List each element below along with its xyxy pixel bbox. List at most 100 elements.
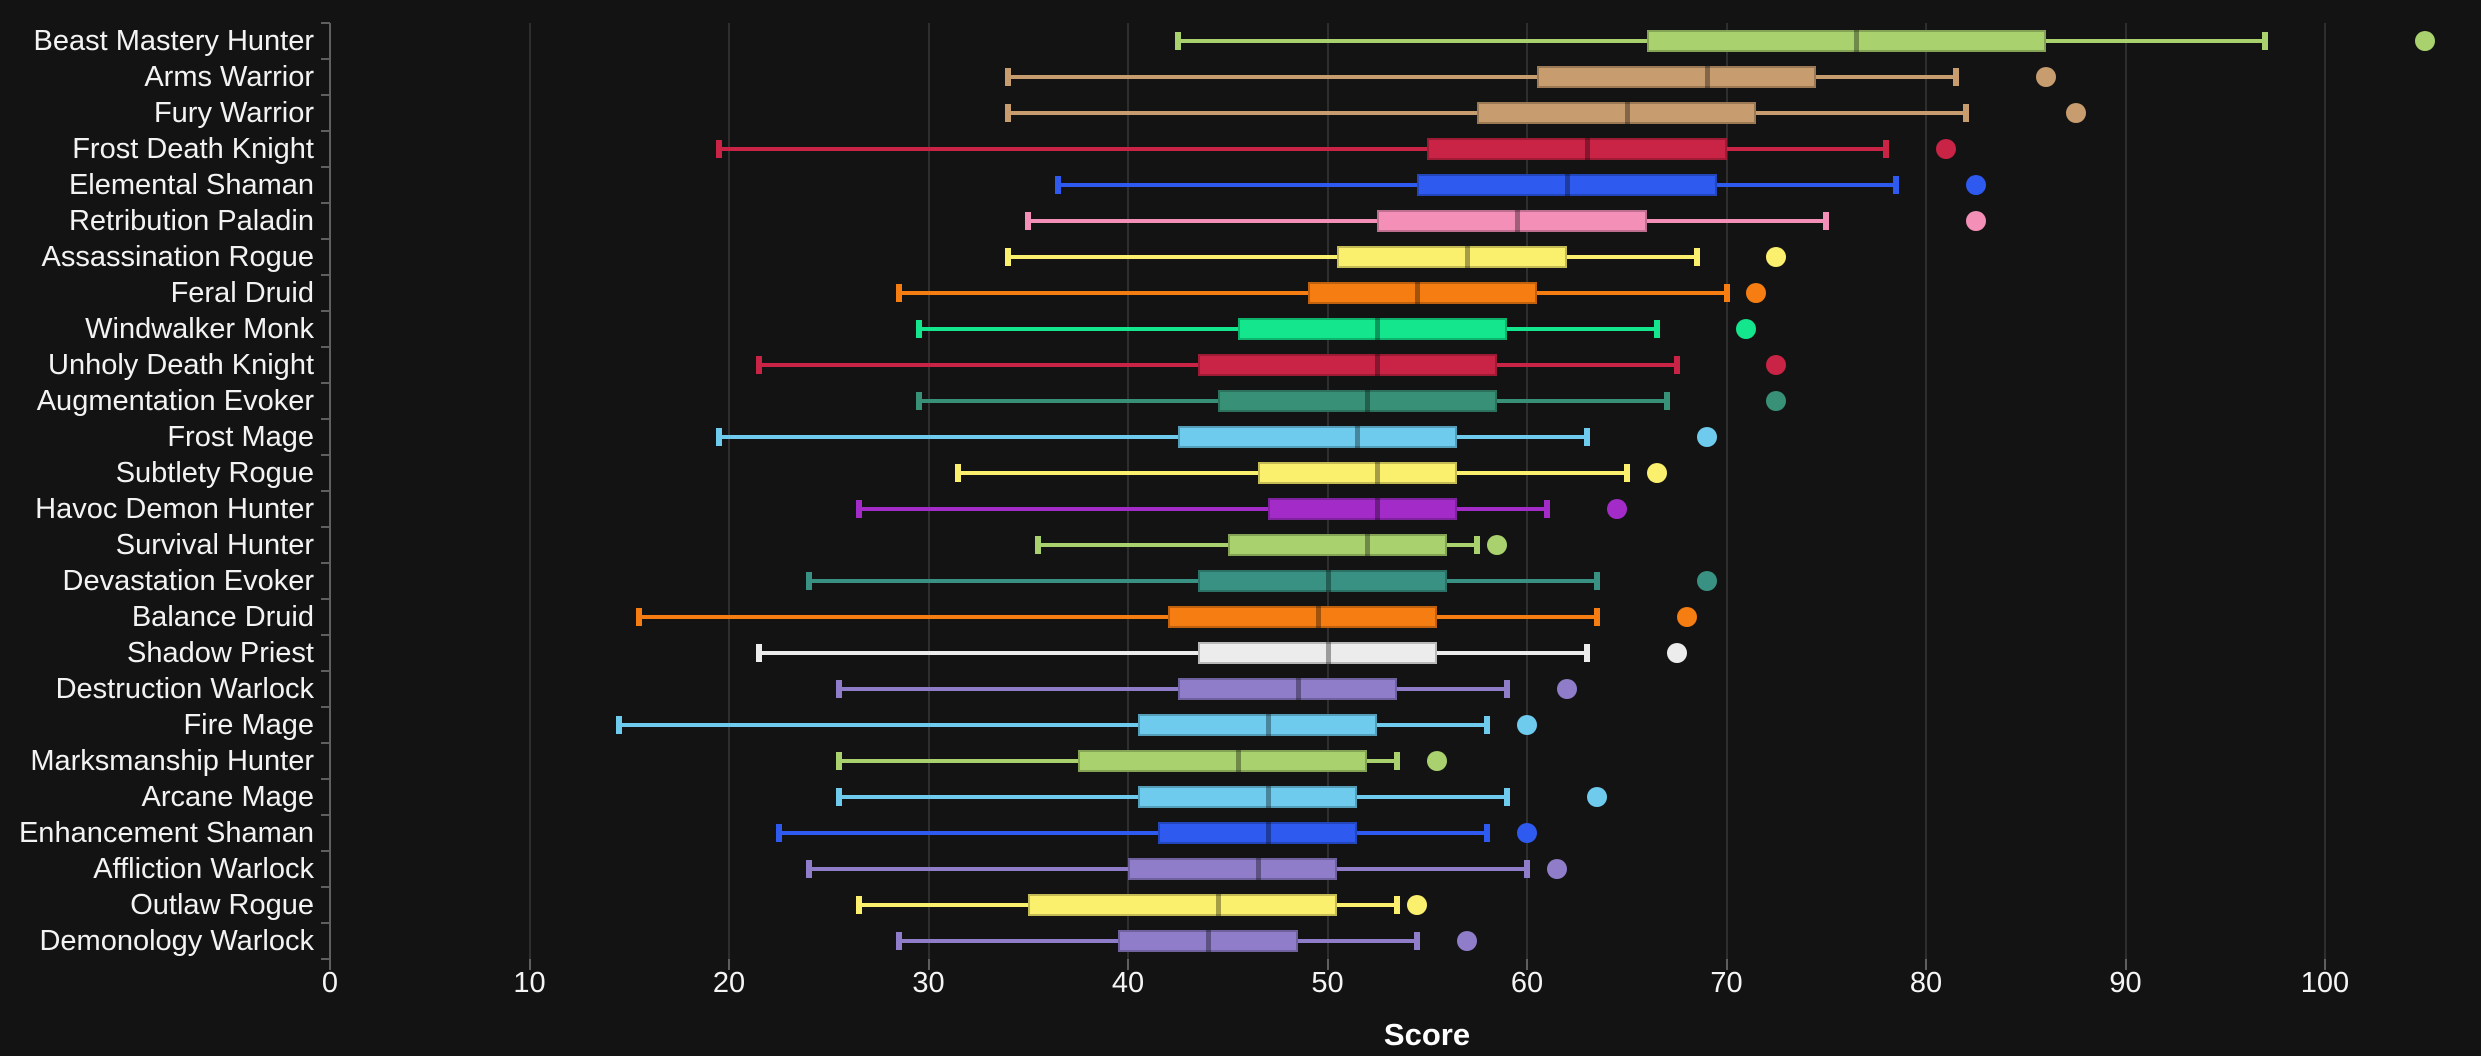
whisker-line <box>758 651 1587 655</box>
median-line <box>1564 174 1570 196</box>
outlier-dot <box>1696 427 1717 447</box>
median-line <box>1515 210 1521 232</box>
outlier-dot <box>1586 787 1607 807</box>
iqr-box <box>1646 30 2046 52</box>
y-axis-tick <box>321 598 330 600</box>
y-axis-tick <box>321 310 330 312</box>
row-label: Demonology Warlock <box>39 925 314 957</box>
median-line <box>1415 282 1421 304</box>
iqr-box <box>1237 318 1508 340</box>
x-axis-tick <box>1127 959 1129 970</box>
gridline <box>1526 23 1528 959</box>
x-axis-title: Score <box>1383 1017 1471 1052</box>
x-tick-label: 0 <box>321 967 339 999</box>
whisker-cap-low <box>835 752 842 770</box>
outlier-dot <box>1606 499 1627 519</box>
whisker-cap-high <box>1394 752 1401 770</box>
median-line <box>1375 354 1381 376</box>
whisker-line <box>778 831 1488 835</box>
row-label: Devastation Evoker <box>62 565 314 597</box>
row-label: Affliction Warlock <box>93 853 314 885</box>
iqr-box <box>1197 354 1498 376</box>
whisker-cap-low <box>616 716 623 734</box>
outlier-dot <box>1666 643 1687 663</box>
whisker-cap-low <box>775 824 782 842</box>
whisker-cap-high <box>1543 500 1550 518</box>
whisker-cap-high <box>1952 68 1959 86</box>
outlier-dot <box>1736 319 1757 339</box>
row-label: Unholy Death Knight <box>48 349 314 381</box>
whisker-cap-low <box>1025 212 1032 230</box>
iqr-box <box>1137 786 1358 808</box>
whisker-cap-low <box>835 680 842 698</box>
whisker-cap-low <box>755 356 762 374</box>
y-axis-tick <box>321 130 330 132</box>
y-axis-tick <box>321 562 330 564</box>
median-line <box>1375 462 1381 484</box>
y-axis-tick <box>321 94 330 96</box>
x-axis-tick <box>1725 959 1728 970</box>
gridline <box>528 23 531 959</box>
whisker-line <box>838 687 1508 691</box>
whisker-cap-high <box>1823 212 1830 230</box>
whisker-cap-low <box>855 896 862 914</box>
x-tick-label: 60 <box>1510 967 1544 999</box>
row-label: Fury Warrior <box>153 97 314 129</box>
row-label: Destruction Warlock <box>55 673 314 705</box>
iqr-box <box>1536 66 1817 88</box>
x-tick-label: 90 <box>2109 967 2142 999</box>
row-label: Shadow Priest <box>127 637 314 669</box>
whisker-cap-low <box>1005 104 1012 122</box>
y-axis-tick <box>321 346 330 348</box>
whisker-cap-high <box>1474 536 1481 554</box>
whisker-cap-high <box>1593 572 1600 590</box>
iqr-box <box>1257 462 1458 484</box>
x-axis-tick <box>1925 959 1927 970</box>
median-line <box>1265 786 1271 808</box>
row-label: Assassination Rogue <box>41 241 314 273</box>
y-axis-tick <box>321 58 330 60</box>
whisker-cap-low <box>915 320 922 338</box>
whisker-cap-high <box>1524 860 1530 878</box>
whisker-cap-high <box>1673 356 1680 374</box>
median-line <box>1325 570 1331 592</box>
x-axis-tick <box>528 959 531 970</box>
whisker-cap-high <box>1723 284 1730 302</box>
y-axis-line <box>329 23 331 959</box>
median-line <box>1854 30 1860 52</box>
row-label: Subtlety Rogue <box>115 457 314 489</box>
outlier-dot <box>2414 31 2435 51</box>
whisker-line <box>619 723 1488 727</box>
gridline <box>1725 23 1728 959</box>
y-axis-tick <box>321 634 330 636</box>
iqr-box <box>1267 498 1458 520</box>
iqr-box <box>1197 570 1448 592</box>
whisker-cap-low <box>955 464 962 482</box>
whisker-cap-high <box>1663 392 1670 410</box>
outlier-dot <box>1965 211 1986 231</box>
median-line <box>1205 930 1211 952</box>
outlier-dot <box>1766 247 1787 267</box>
x-tick-label: 40 <box>1111 967 1145 999</box>
x-axis-tick <box>329 959 331 970</box>
x-tick-label: 50 <box>1311 967 1344 999</box>
whisker-cap-high <box>1583 644 1590 662</box>
outlier-dot <box>1766 391 1787 411</box>
y-axis-tick <box>321 274 330 276</box>
iqr-box <box>1177 678 1398 700</box>
y-axis-tick <box>321 238 330 240</box>
y-axis-tick <box>321 850 330 852</box>
median-line <box>1355 426 1361 448</box>
x-tick-label: 20 <box>712 967 746 999</box>
iqr-box <box>1377 210 1647 232</box>
y-axis-tick <box>321 202 330 204</box>
whisker-cap-low <box>1005 68 1012 86</box>
y-axis-tick <box>321 526 330 528</box>
whisker-cap-low <box>1005 248 1012 266</box>
outlier-dot <box>1646 463 1667 483</box>
iqr-box <box>1227 534 1448 556</box>
gridline <box>2324 23 2326 959</box>
outlier-dot <box>1457 931 1478 951</box>
whisker-cap-high <box>1653 320 1660 338</box>
